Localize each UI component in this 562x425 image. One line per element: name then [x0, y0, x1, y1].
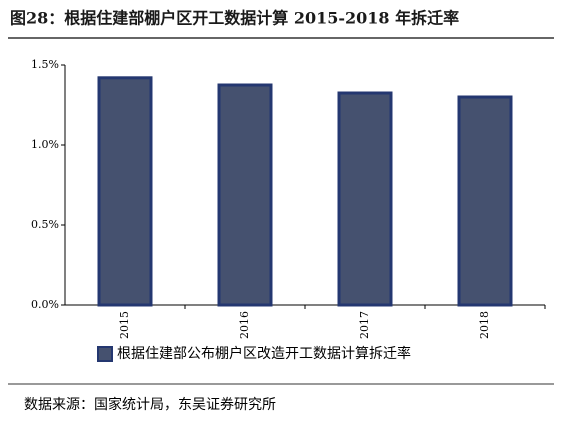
legend-swatch — [97, 346, 113, 362]
chart-title: 图28：根据住建部棚户区开工数据计算 2015-2018 年拆迁率 — [10, 9, 459, 28]
x-tick-label: 2017 — [358, 311, 371, 339]
y-tick-label: 0.5% — [31, 218, 59, 231]
bar — [457, 95, 513, 307]
x-tick-label: 2016 — [238, 311, 251, 339]
source-note: 数据来源：国家统计局，东吴证券研究所 — [24, 396, 276, 413]
bar — [97, 76, 153, 307]
y-tick-label: 1.0% — [31, 138, 59, 151]
x-tick-label: 2018 — [478, 311, 491, 339]
y-tick-label: 0.0% — [31, 298, 59, 311]
y-tick-label: 1.5% — [31, 58, 59, 71]
x-tick-label: 2015 — [118, 311, 131, 339]
bar — [217, 83, 273, 307]
bar — [337, 91, 393, 307]
legend-label: 根据住建部公布棚户区改造开工数据计算拆迁率 — [117, 345, 411, 362]
